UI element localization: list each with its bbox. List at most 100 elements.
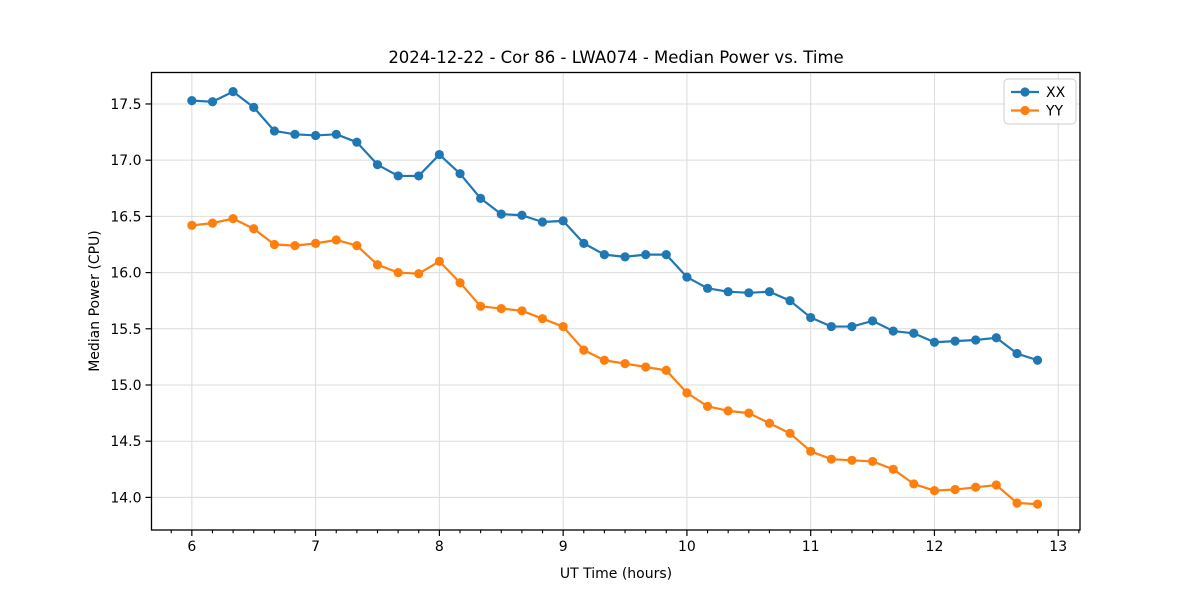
- data-point: [311, 238, 321, 248]
- data-point: [207, 218, 218, 228]
- data-point: [950, 484, 960, 495]
- data-point: [867, 456, 878, 467]
- data-point: [475, 193, 486, 203]
- y-tick-label: 14.5: [110, 434, 141, 450]
- data-point: [228, 214, 238, 224]
- data-point: [641, 362, 651, 372]
- plot-area: 6 7 8 9 10 11 12 13 14.0 14.5 15.0 15.5 16.0 16.5 17.0…: [110, 71, 1081, 555]
- data-point: [414, 269, 424, 279]
- data-point: [352, 241, 362, 251]
- series-xx-line: [190, 90, 1039, 362]
- data-point: [558, 216, 568, 226]
- data-point: [187, 96, 197, 106]
- data-point: [909, 328, 919, 338]
- data-point: [764, 418, 775, 428]
- data-point: [414, 171, 424, 181]
- data-point: [785, 296, 795, 306]
- data-point: [228, 87, 238, 97]
- data-point: [434, 149, 444, 160]
- y-tick-label: 15.0: [110, 378, 141, 394]
- y-tick-label: 14.0: [110, 490, 141, 506]
- y-tick-label: 16.5: [110, 209, 141, 225]
- data-point: [744, 288, 754, 298]
- data-point: [517, 210, 527, 220]
- data-point: [269, 239, 280, 250]
- y-tick-label: 16.0: [110, 266, 141, 282]
- data-point: [599, 250, 609, 260]
- data-point: [888, 464, 898, 474]
- data-point: [971, 335, 981, 345]
- data-point: [290, 129, 300, 139]
- y-tick-label: 17.0: [110, 153, 141, 169]
- data-point: [311, 130, 321, 141]
- data-point: [929, 337, 940, 347]
- data-point: [393, 267, 403, 278]
- series-yy-markers: [187, 214, 1043, 509]
- legend: XX YY: [1003, 78, 1077, 125]
- data-point: [764, 287, 775, 297]
- y-tick-label: 15.5: [110, 322, 141, 338]
- data-point: [558, 321, 568, 332]
- y-axis-label: Median Power (CPU): [87, 230, 103, 372]
- legend-box: [1003, 78, 1077, 125]
- legend-sample-marker: [1020, 87, 1030, 97]
- data-point: [847, 321, 857, 332]
- data-point: [1032, 355, 1043, 365]
- data-point: [991, 333, 1001, 343]
- data-point: [806, 312, 816, 323]
- x-tick-label: 10: [678, 539, 696, 555]
- data-point: [950, 336, 960, 346]
- data-point: [1032, 499, 1043, 509]
- data-point: [207, 97, 218, 107]
- data-point: [331, 235, 341, 245]
- data-point: [826, 454, 836, 464]
- data-point: [372, 160, 383, 170]
- data-point: [496, 209, 506, 219]
- x-tick-label: 13: [1049, 539, 1067, 555]
- data-point: [537, 314, 548, 324]
- data-point: [352, 137, 362, 147]
- data-point: [909, 479, 919, 489]
- data-point: [455, 169, 465, 179]
- data-point: [620, 359, 630, 369]
- data-point: [929, 486, 940, 496]
- data-point: [661, 250, 671, 260]
- data-point: [682, 388, 692, 398]
- data-point: [723, 287, 733, 297]
- data-point: [496, 303, 506, 314]
- legend-entry-label: XX: [1046, 85, 1066, 101]
- data-point: [434, 256, 444, 266]
- chart-title: 2024-12-22 - Cor 86 - LWA074 - Median Po…: [388, 48, 843, 67]
- data-point: [702, 283, 713, 293]
- data-point: [867, 316, 878, 326]
- data-point: [1012, 348, 1022, 359]
- x-tick-label: 11: [802, 539, 820, 555]
- data-point: [269, 126, 280, 136]
- x-tick-label: 12: [926, 539, 944, 555]
- data-point: [599, 355, 609, 365]
- data-point: [579, 345, 589, 355]
- data-point: [785, 428, 795, 438]
- plot-border: [150, 71, 1081, 531]
- data-point: [744, 408, 754, 418]
- data-point: [991, 480, 1001, 490]
- x-tick-label: 6: [187, 539, 196, 555]
- y-tick-label: 17.5: [110, 97, 141, 113]
- data-point: [393, 171, 403, 181]
- data-point: [517, 306, 527, 316]
- data-point: [620, 252, 630, 262]
- data-point: [806, 446, 816, 456]
- legend-sample-marker: [1020, 105, 1030, 116]
- x-axis-label: UT Time (hours): [560, 566, 672, 582]
- data-point: [847, 455, 857, 465]
- series-yy-line: [190, 217, 1039, 506]
- data-point: [475, 301, 486, 311]
- series-xx-markers: [187, 87, 1043, 365]
- data-point: [661, 365, 671, 375]
- data-point: [331, 129, 341, 139]
- x-tick-label: 8: [435, 539, 444, 555]
- data-point: [249, 224, 259, 234]
- data-point: [249, 102, 259, 112]
- data-point: [372, 260, 383, 270]
